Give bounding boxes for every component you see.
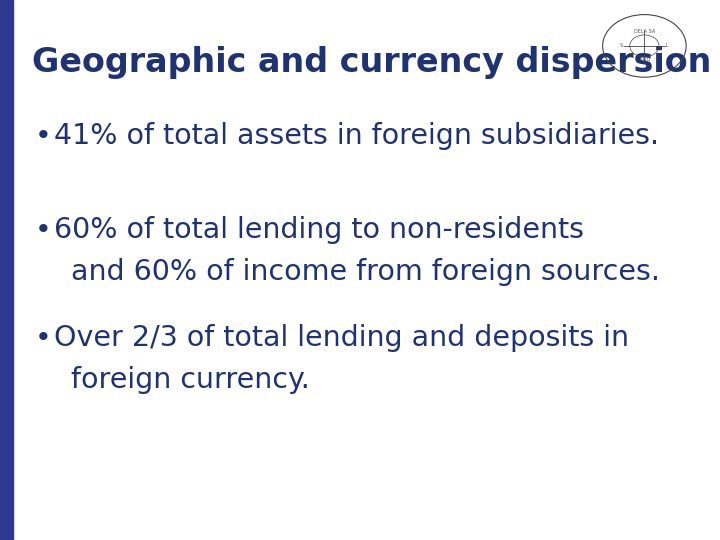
Text: •: • [35, 216, 51, 244]
Text: Over 2/3 of total lending and deposits in: Over 2/3 of total lending and deposits i… [54, 324, 629, 352]
Text: Geographic and currency dispersion: Geographic and currency dispersion [32, 46, 712, 79]
Text: •: • [35, 324, 51, 352]
Text: DELA SA: DELA SA [634, 29, 655, 35]
Text: foreign currency.: foreign currency. [71, 366, 310, 394]
Text: 41% of total assets in foreign subsidiaries.: 41% of total assets in foreign subsidiar… [54, 122, 659, 150]
Text: L: L [666, 43, 669, 49]
Text: IANO: IANO [638, 57, 651, 63]
Bar [0, 0, 13, 540]
Text: •: • [35, 122, 51, 150]
Text: S: S [620, 43, 623, 49]
Text: 60% of total lending to non-residents: 60% of total lending to non-residents [54, 216, 584, 244]
Text: and 60% of income from foreign sources.: and 60% of income from foreign sources. [71, 258, 660, 286]
